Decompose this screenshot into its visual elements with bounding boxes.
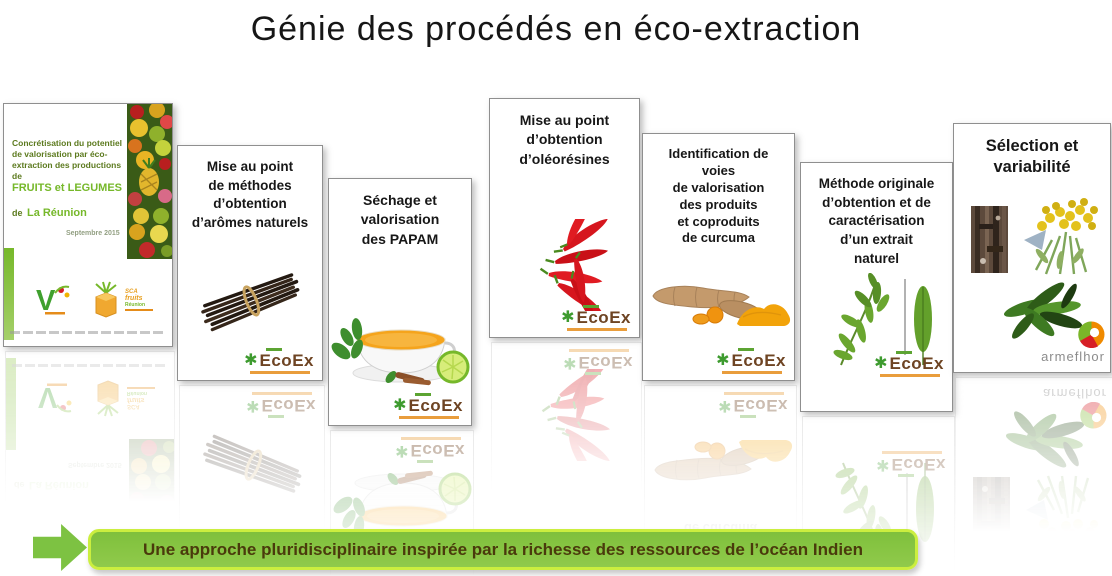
ecoex-wordmark: EcoEx: [576, 308, 631, 327]
report-place: de La Réunion: [12, 207, 87, 219]
card-reflection: Sélection et variabilité: [955, 377, 1112, 576]
fruits-photo-strip: [127, 104, 172, 259]
card-selection-variabilite: Sélection et variabilité: [953, 123, 1112, 576]
green-leaves-image: [833, 273, 932, 366]
chili-peppers-image: [539, 219, 609, 311]
card-curcuma: Identification de voies de valorisation …: [642, 133, 797, 576]
slide-title: Génie des procédés en éco-extraction: [250, 10, 862, 48]
turmeric-image: [652, 285, 791, 326]
card-sechage-papam: Séchage et valorisation des PAPAM: [328, 178, 474, 576]
yellow-flowers-photo: [1024, 198, 1098, 275]
card-aromes-naturels: Mise au point de méthodes d’obtention d’…: [177, 145, 325, 576]
sca-fruits-reunion-logo: SCA fruits Réunion: [89, 281, 153, 319]
green-arrow-icon: [33, 524, 87, 571]
ecoex-logo: ✱ EcoEx: [244, 348, 314, 374]
report-subject: FRUITS et LEGUMES: [12, 182, 123, 194]
report-date: Septembre 2015: [66, 230, 120, 237]
svg-text:V: V: [38, 381, 58, 413]
report-logos-row: V SCA fruits Réunion: [24, 280, 164, 320]
sca-tagline-bar: [125, 309, 153, 312]
ecoex-star-icon: ✱: [393, 396, 407, 414]
card-extrait-naturel: Méthode originale d’obtention et de cara…: [800, 162, 955, 576]
sca-pineapple-icon: [95, 281, 117, 318]
card-report-fruits-legumes: Concrétisation du potentiel de valorisat…: [3, 103, 175, 576]
ecoex-mini-bar: [583, 305, 600, 308]
ecoex-logo: ✱ EcoEx: [874, 351, 944, 377]
ecoex-tagline-bar: [250, 371, 311, 374]
card-title: Mise au point d’obtention d’oléorésines: [519, 112, 610, 167]
armeflhor-wordmark: armeflhor: [1041, 349, 1105, 364]
ecoex-star-icon: ✱: [561, 308, 575, 326]
ecoex-mini-bar: [266, 348, 283, 351]
vanilla-bundle-image: [201, 273, 300, 332]
ecoex-star-icon: ✱: [874, 354, 888, 372]
ecoex-wordmark: EcoEx: [731, 351, 786, 370]
ecoex-wordmark: EcoEx: [408, 396, 463, 415]
card-title: Séchage et valorisation des PAPAM: [360, 192, 440, 247]
report-heading: Concrétisation du potentiel de valorisat…: [12, 138, 123, 182]
tea-cup-image: [331, 318, 470, 386]
ecoex-wordmark: EcoEx: [889, 354, 944, 373]
ecoex-mini-bar: [415, 393, 432, 396]
banner-text: Une approche pluridisciplinaire inspirée…: [143, 539, 863, 559]
ecoex-tagline-bar: [399, 416, 460, 419]
green-plant-photo: [1003, 282, 1083, 339]
card-title: Mise au point de méthodes d’obtention d’…: [191, 159, 309, 230]
card-oleoresines: Mise au point d’obtention d’oléorésines: [489, 98, 642, 576]
svg-text:V: V: [36, 285, 56, 317]
ecoex-mini-bar: [896, 351, 913, 354]
ecoex-tagline-bar: [567, 328, 628, 331]
report-footer-line: [10, 331, 166, 334]
armeflhor-icon: [1078, 321, 1105, 348]
armeflhor-logo: armeflhor: [1041, 321, 1105, 364]
ecoex-logo: ✱ EcoEx: [716, 348, 786, 374]
ecoex-tagline-bar: [722, 371, 783, 374]
vivea-logo: V: [36, 285, 70, 317]
card-title: Sélection et variabilité: [985, 137, 1079, 177]
ecoex-star-icon: ✱: [716, 351, 730, 369]
green-side-bar: [4, 248, 14, 340]
ecoex-logo: ✱ EcoEx: [393, 393, 463, 419]
ecoex-logo: ✱ EcoEx: [561, 305, 631, 331]
ecoex-mini-bar: [738, 348, 755, 351]
ecoex-wordmark: EcoEx: [259, 351, 314, 370]
bark-photo: [971, 206, 1008, 273]
ecoex-tagline-bar: [880, 374, 941, 377]
card-title: Identification de voies de valorisation …: [668, 146, 769, 246]
banner: Une approche pluridisciplinaire inspirée…: [88, 529, 918, 570]
ecoex-star-icon: ✱: [244, 351, 258, 369]
card-title: Méthode originale d’obtention et de cara…: [818, 176, 935, 266]
